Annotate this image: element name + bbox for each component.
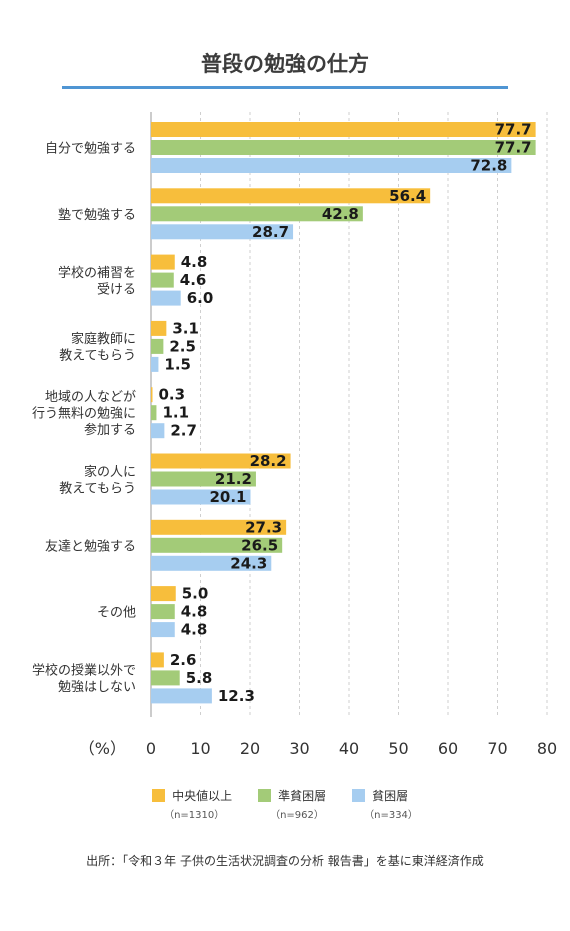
value-label-6-0: 27.3 [245,518,282,536]
bar-4-0 [151,387,153,402]
value-label-1-1: 42.8 [322,205,359,223]
value-label-7-1: 4.8 [181,603,208,621]
bar-4-1 [151,405,156,420]
value-label-6-1: 26.5 [241,536,278,554]
category-label-7-0: その他 [97,606,136,621]
category-label-0-0: 自分で勉強する [45,142,136,157]
legend-n-0: （n=1310） [164,806,224,821]
value-label-1-2: 28.7 [252,223,289,241]
value-label-1-0: 56.4 [389,187,426,205]
category-label-6-0: 友達と勉強する [45,538,136,554]
legend-name-1: 準貧困層 [278,787,326,804]
legend: 中央値以上 （n=1310） 準貧困層 （n=962） 貧困層 （n=334） [0,787,570,821]
value-label-0-0: 77.7 [495,121,532,139]
category-label-2-1: 受ける [97,282,136,297]
value-label-2-0: 4.8 [181,253,208,271]
bar-8-1 [151,670,180,685]
source-note: 出所：「令和３年 子供の生活状況調査の分析 報告書」を基に東洋経済作成 [0,852,570,869]
legend-name-0: 中央値以上 [172,787,232,804]
legend-item-1: 準貧困層 （n=962） [258,787,326,821]
value-label-5-0: 28.2 [250,452,287,470]
category-label-1-0: 塾で勉強する [58,207,136,223]
category-label-3-1: 教えてもらう [59,348,136,364]
legend-swatch-1 [258,789,271,802]
legend-name-2: 貧困層 [372,787,408,804]
value-label-8-0: 2.6 [170,651,197,669]
bar-7-2 [151,622,175,637]
category-label-8-1: 勉強はしない [58,680,136,695]
value-label-3-2: 1.5 [164,355,191,373]
tick-label-10: 10 [190,739,210,758]
bar-3-2 [151,357,158,372]
bar-0-2 [151,158,511,173]
value-label-7-0: 5.0 [182,585,209,603]
tick-label-20: 20 [240,739,260,758]
category-label-2-0: 学校の補習を [58,265,136,281]
category-label-4-2: 参加する [84,422,136,438]
value-label-8-1: 5.8 [186,669,213,687]
legend-swatch-0 [152,789,165,802]
bar-8-0 [151,652,164,667]
category-label-8-0: 学校の授業以外で [32,663,136,679]
value-label-3-0: 3.1 [172,319,199,337]
legend-swatch-2 [352,789,365,802]
value-label-0-1: 77.7 [495,139,532,157]
bar-7-0 [151,586,176,601]
value-label-2-1: 4.6 [180,271,207,289]
value-label-7-2: 4.8 [181,621,208,639]
value-label-2-2: 6.0 [187,289,214,307]
bar-0-0 [151,122,536,137]
legend-n-1: （n=962） [270,806,324,821]
value-label-8-2: 12.3 [218,687,255,705]
value-label-4-0: 0.3 [158,386,185,404]
category-label-3-0: 家庭教師に [71,331,136,347]
tick-label-0: 0 [146,739,156,758]
bar-3-1 [151,339,163,354]
bar-2-2 [151,291,181,306]
bar-8-2 [151,688,212,703]
bar-3-0 [151,321,166,336]
value-label-5-2: 20.1 [209,488,246,506]
tick-label-30: 30 [289,739,309,758]
legend-item-2: 貧困層 （n=334） [352,787,418,821]
value-label-6-2: 24.3 [230,554,267,572]
bar-7-1 [151,604,175,619]
bar-2-0 [151,255,175,270]
tick-label-70: 70 [487,739,507,758]
tick-label-50: 50 [388,739,408,758]
category-label-4-0: 地域の人などが [45,390,136,405]
bar-chart: 77.777.772.8自分で勉強する56.442.828.7塾で勉強する4.8… [0,0,570,780]
category-label-5-0: 家の人に [84,464,136,480]
value-label-4-2: 2.7 [170,422,197,440]
legend-item-0: 中央値以上 （n=1310） [152,787,232,821]
bar-2-1 [151,273,174,288]
unit-label: （%） [79,739,126,758]
category-label-4-1: 行う無料の勉強に [32,407,136,422]
tick-label-60: 60 [438,739,458,758]
value-label-4-1: 1.1 [162,404,189,422]
tick-label-40: 40 [339,739,359,758]
value-label-0-2: 72.8 [470,157,507,175]
value-label-3-1: 2.5 [169,337,196,355]
bar-0-1 [151,140,536,155]
category-label-5-1: 教えてもらう [59,480,136,496]
legend-n-2: （n=334） [364,806,418,821]
bar-4-2 [151,423,164,438]
value-label-5-1: 21.2 [215,470,252,488]
tick-label-80: 80 [537,739,557,758]
